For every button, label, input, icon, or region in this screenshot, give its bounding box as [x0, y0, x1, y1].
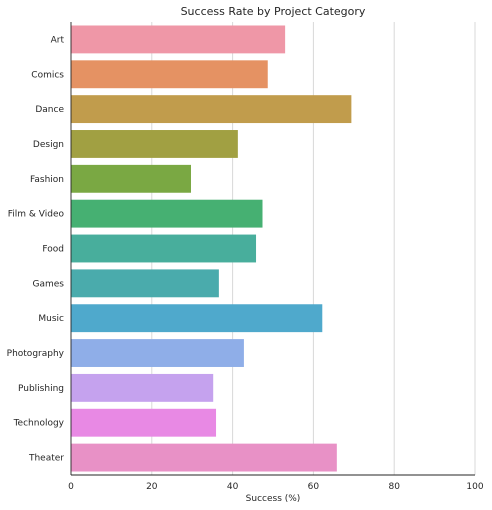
- bars: [71, 25, 352, 472]
- y-tick-label-theater: Theater: [28, 454, 64, 464]
- bar-games: [71, 269, 219, 298]
- y-tick-label-art: Art: [51, 35, 65, 45]
- y-tick-label-comics: Comics: [31, 70, 64, 80]
- x-tick-labels: 0 20 40 60 80 100: [68, 482, 484, 492]
- y-tick-label-design: Design: [33, 140, 64, 150]
- chart-title: Success Rate by Project Category: [181, 5, 366, 18]
- x-tick-label-20: 20: [146, 482, 158, 492]
- x-tick-label-80: 80: [388, 482, 400, 492]
- x-tick-label-40: 40: [227, 482, 239, 492]
- y-tick-label-games: Games: [33, 279, 65, 289]
- bar-design: [71, 130, 238, 158]
- bar-publishing: [71, 373, 214, 402]
- bar-fashion: [71, 164, 191, 193]
- x-tick-label-100: 100: [466, 482, 483, 492]
- y-tick-label-fashion: Fashion: [30, 175, 64, 185]
- y-tick-label-music: Music: [38, 314, 64, 324]
- bar-dance: [71, 95, 352, 124]
- y-tick-label-dance: Dance: [35, 105, 64, 115]
- y-tick-label-technology: Technology: [13, 419, 65, 429]
- x-tick-label-60: 60: [308, 482, 320, 492]
- x-tick-label-0: 0: [68, 482, 74, 492]
- bar-photography: [71, 339, 244, 367]
- y-tick-label-photography: Photography: [7, 349, 65, 359]
- bar-food: [71, 234, 257, 263]
- y-tick-labels: Art Comics Dance Design Fashion Film & Video F…: [7, 35, 65, 463]
- bar-film-video: [71, 199, 263, 228]
- bar-art: [71, 25, 286, 54]
- y-tick-label-publishing: Publishing: [18, 384, 64, 394]
- x-axis-label: Success (%): [246, 494, 301, 504]
- bar-theater: [71, 443, 337, 472]
- bar-music: [71, 304, 323, 333]
- y-tick-label-food: Food: [42, 245, 64, 255]
- bar-comics: [71, 60, 268, 89]
- bar-technology: [71, 408, 217, 437]
- y-tick-label-film-video: Film & Video: [8, 210, 65, 220]
